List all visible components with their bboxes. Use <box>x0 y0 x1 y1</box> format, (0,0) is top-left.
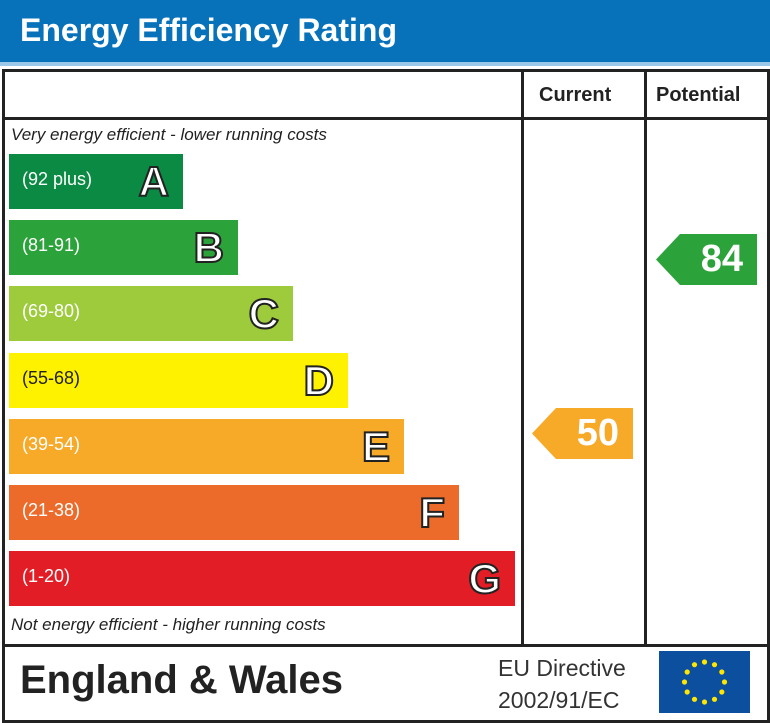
potential-rating-arrow: 84 <box>656 234 757 285</box>
band-e: (39-54) E <box>9 418 404 474</box>
band-letter: F <box>418 488 446 537</box>
band-range: (21-38) <box>22 500 81 520</box>
band-f: (21-38) F <box>9 485 459 540</box>
title: Energy Efficiency Rating <box>20 12 397 48</box>
band-letter: G <box>467 554 502 603</box>
divider <box>521 72 524 645</box>
band-letter: C <box>248 289 280 338</box>
current-value: 50 <box>576 412 619 454</box>
bottom-note: Not energy efficient - higher running co… <box>11 615 326 634</box>
band-b: (81-91) B <box>9 220 238 276</box>
divider <box>644 72 647 645</box>
band-letter: E <box>361 422 391 471</box>
eu-flag-icon <box>659 651 750 713</box>
band-range: (92 plus) <box>22 169 93 189</box>
potential-header: Potential <box>656 84 741 106</box>
band-range: (55-68) <box>22 367 81 388</box>
eu-directive: EU Directive 2002/91/EC <box>498 652 626 716</box>
band-d: (55-68) D <box>9 352 348 408</box>
arrow-shape <box>532 408 633 459</box>
band-g: (1-20) G <box>9 551 515 607</box>
divider <box>2 644 767 647</box>
header: Energy Efficiency Rating <box>0 0 770 66</box>
arrow-shape <box>656 234 757 285</box>
divider <box>2 117 767 120</box>
current-header: Current <box>539 84 612 106</box>
current-rating-arrow: 50 <box>532 408 633 459</box>
band-letter: B <box>193 223 225 272</box>
band-range: (39-54) <box>22 433 81 454</box>
band-range: (69-80) <box>22 301 81 322</box>
band-range: (1-20) <box>22 566 71 587</box>
region-label: England & Wales <box>20 658 344 702</box>
directive-line1: EU Directive <box>498 655 626 681</box>
band-range: (81-91) <box>22 235 81 256</box>
band-c: (69-80) C <box>9 286 293 342</box>
band-letter: A <box>138 157 170 206</box>
band-letter: D <box>303 356 335 405</box>
band-a: (92 plus) A <box>9 154 183 209</box>
top-note: Very energy efficient - lower running co… <box>11 125 327 144</box>
directive-line2: 2002/91/EC <box>498 687 620 713</box>
potential-value: 84 <box>700 238 743 280</box>
